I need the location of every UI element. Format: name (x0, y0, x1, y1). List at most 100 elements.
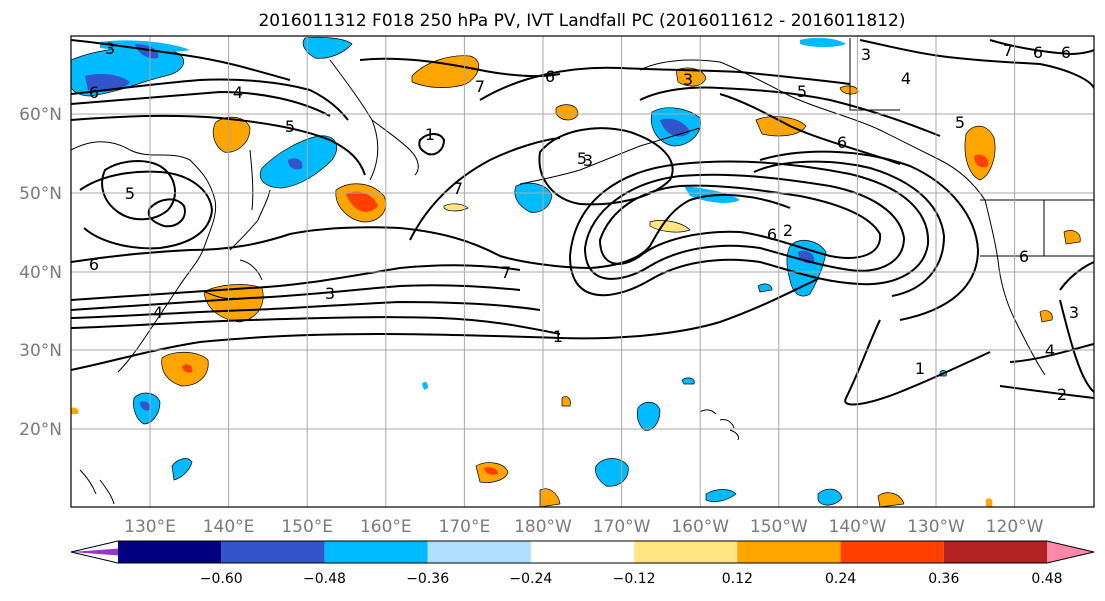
colorbar-segment (737, 541, 841, 563)
contour-label: 3 (583, 151, 593, 170)
figure-title: 2016011312 F018 250 hPa PV, IVT Landfall… (258, 11, 905, 31)
contour-line (859, 39, 1094, 89)
pv-blob (800, 37, 846, 47)
contour-labels: 3 6 4 5 6 7 5 1 3 6 3 4 5 6 5 5 6 7 6 3 … (89, 39, 1079, 404)
contour-line (583, 173, 906, 280)
contour-label: 3 (325, 284, 335, 303)
coastlines (71, 38, 1094, 505)
pv-positive-anomalies (71, 55, 1081, 507)
contour-label: 6 (1061, 43, 1071, 62)
lat-tick-label: 60°N (19, 105, 62, 125)
contour-line (79, 170, 214, 250)
colorbar-segment (840, 541, 944, 563)
contour-line (753, 160, 946, 297)
coastline-aleutians (519, 127, 701, 185)
pv-blob (71, 407, 79, 414)
pv-blob (660, 118, 690, 137)
pv-blob (595, 458, 629, 487)
pv-blob (877, 492, 905, 507)
pv-blob (974, 154, 989, 168)
contour-label: 5 (955, 113, 965, 132)
pv-blob (411, 55, 479, 88)
pv-blob (422, 381, 428, 390)
pv-blob (839, 85, 859, 95)
pv-blob (681, 377, 695, 385)
lon-tick-label: 130°E (124, 517, 176, 537)
pv-blob (1063, 230, 1081, 245)
contour-line (71, 277, 821, 371)
colorbar-extend-high (1047, 541, 1094, 563)
contour-label: 5 (285, 117, 295, 136)
pv-blob (757, 283, 773, 293)
colorbar-segment (427, 541, 531, 563)
contour-line (844, 319, 991, 406)
contour-label: 4 (153, 303, 163, 322)
colorbar-segment (634, 541, 738, 563)
colorbar-segment (943, 541, 1047, 563)
coastline-kamchatka (329, 59, 419, 181)
contour-label: 4 (233, 83, 243, 102)
colorbar-tick-label: −0.12 (613, 571, 656, 587)
pv-blob (346, 191, 378, 212)
contour-line (71, 226, 501, 263)
contour-label: 5 (797, 82, 807, 101)
lon-tick-label: 120°W (986, 517, 1044, 537)
pv-blob (182, 364, 193, 373)
colorbar-tick-label: 0.36 (928, 571, 959, 587)
pv-blob (561, 396, 571, 407)
contour-label: 2 (1057, 385, 1067, 404)
pv-blob (135, 44, 159, 59)
contour-label: 5 (577, 149, 587, 168)
coastline-alaska (639, 59, 986, 201)
colorbar-segment (118, 541, 222, 563)
map-content: 3 6 4 5 6 7 5 1 3 6 3 4 5 6 5 5 6 7 6 3 … (71, 36, 1094, 507)
pv-blob (443, 203, 469, 212)
contour-label: 4 (1045, 341, 1055, 360)
pv-blob (1039, 310, 1053, 323)
contour-label: 6 (89, 255, 99, 274)
contour-label: 1 (553, 327, 563, 346)
contour-line (418, 133, 446, 156)
contour-line (71, 300, 541, 319)
colorbar-tick-label: −0.36 (406, 571, 449, 587)
contour-label: 3 (1069, 303, 1079, 322)
contour-label: 7 (1003, 41, 1013, 60)
pv-blob (302, 36, 353, 59)
pv-blob (140, 401, 151, 411)
lon-tick-label: 140°E (203, 517, 255, 537)
contour-label: 3 (861, 45, 871, 64)
lon-tick-label: 160°W (671, 517, 729, 537)
lat-tick-label: 20°N (19, 420, 62, 440)
pv-blob (85, 74, 130, 92)
lon-tick-label: 150°W (750, 517, 808, 537)
contour-label: 6 (837, 133, 847, 152)
colorbar-outline (70, 540, 1095, 564)
contour-label: 1 (425, 125, 435, 144)
contour-line (1009, 343, 1094, 363)
colorbar-segment (530, 541, 635, 563)
contour-label: 1 (915, 359, 925, 378)
map-frame (70, 35, 1095, 508)
colorbar-tick-label: 0.24 (825, 571, 856, 587)
lon-tick-label: 170°E (439, 517, 491, 537)
pv-blob (705, 489, 737, 502)
contour-line (101, 160, 176, 221)
contour-line (989, 39, 1094, 56)
pv-blob (288, 158, 303, 170)
contour-line (499, 193, 791, 270)
pv-blob (212, 116, 251, 153)
pv-blob (986, 498, 993, 507)
contour-line (759, 150, 980, 321)
coastline-hawaii (699, 409, 739, 441)
lat-tick-label: 50°N (19, 184, 62, 204)
contour-line (719, 93, 901, 165)
colorbar-segment (324, 541, 428, 563)
contour-label: 3 (683, 70, 693, 89)
contour-label: 7 (453, 179, 463, 198)
pv-blob (636, 401, 661, 431)
lon-tick-label: 130°W (907, 517, 965, 537)
colorbar (70, 540, 1095, 564)
colorbar-tick-label: 0.48 (1031, 571, 1062, 587)
